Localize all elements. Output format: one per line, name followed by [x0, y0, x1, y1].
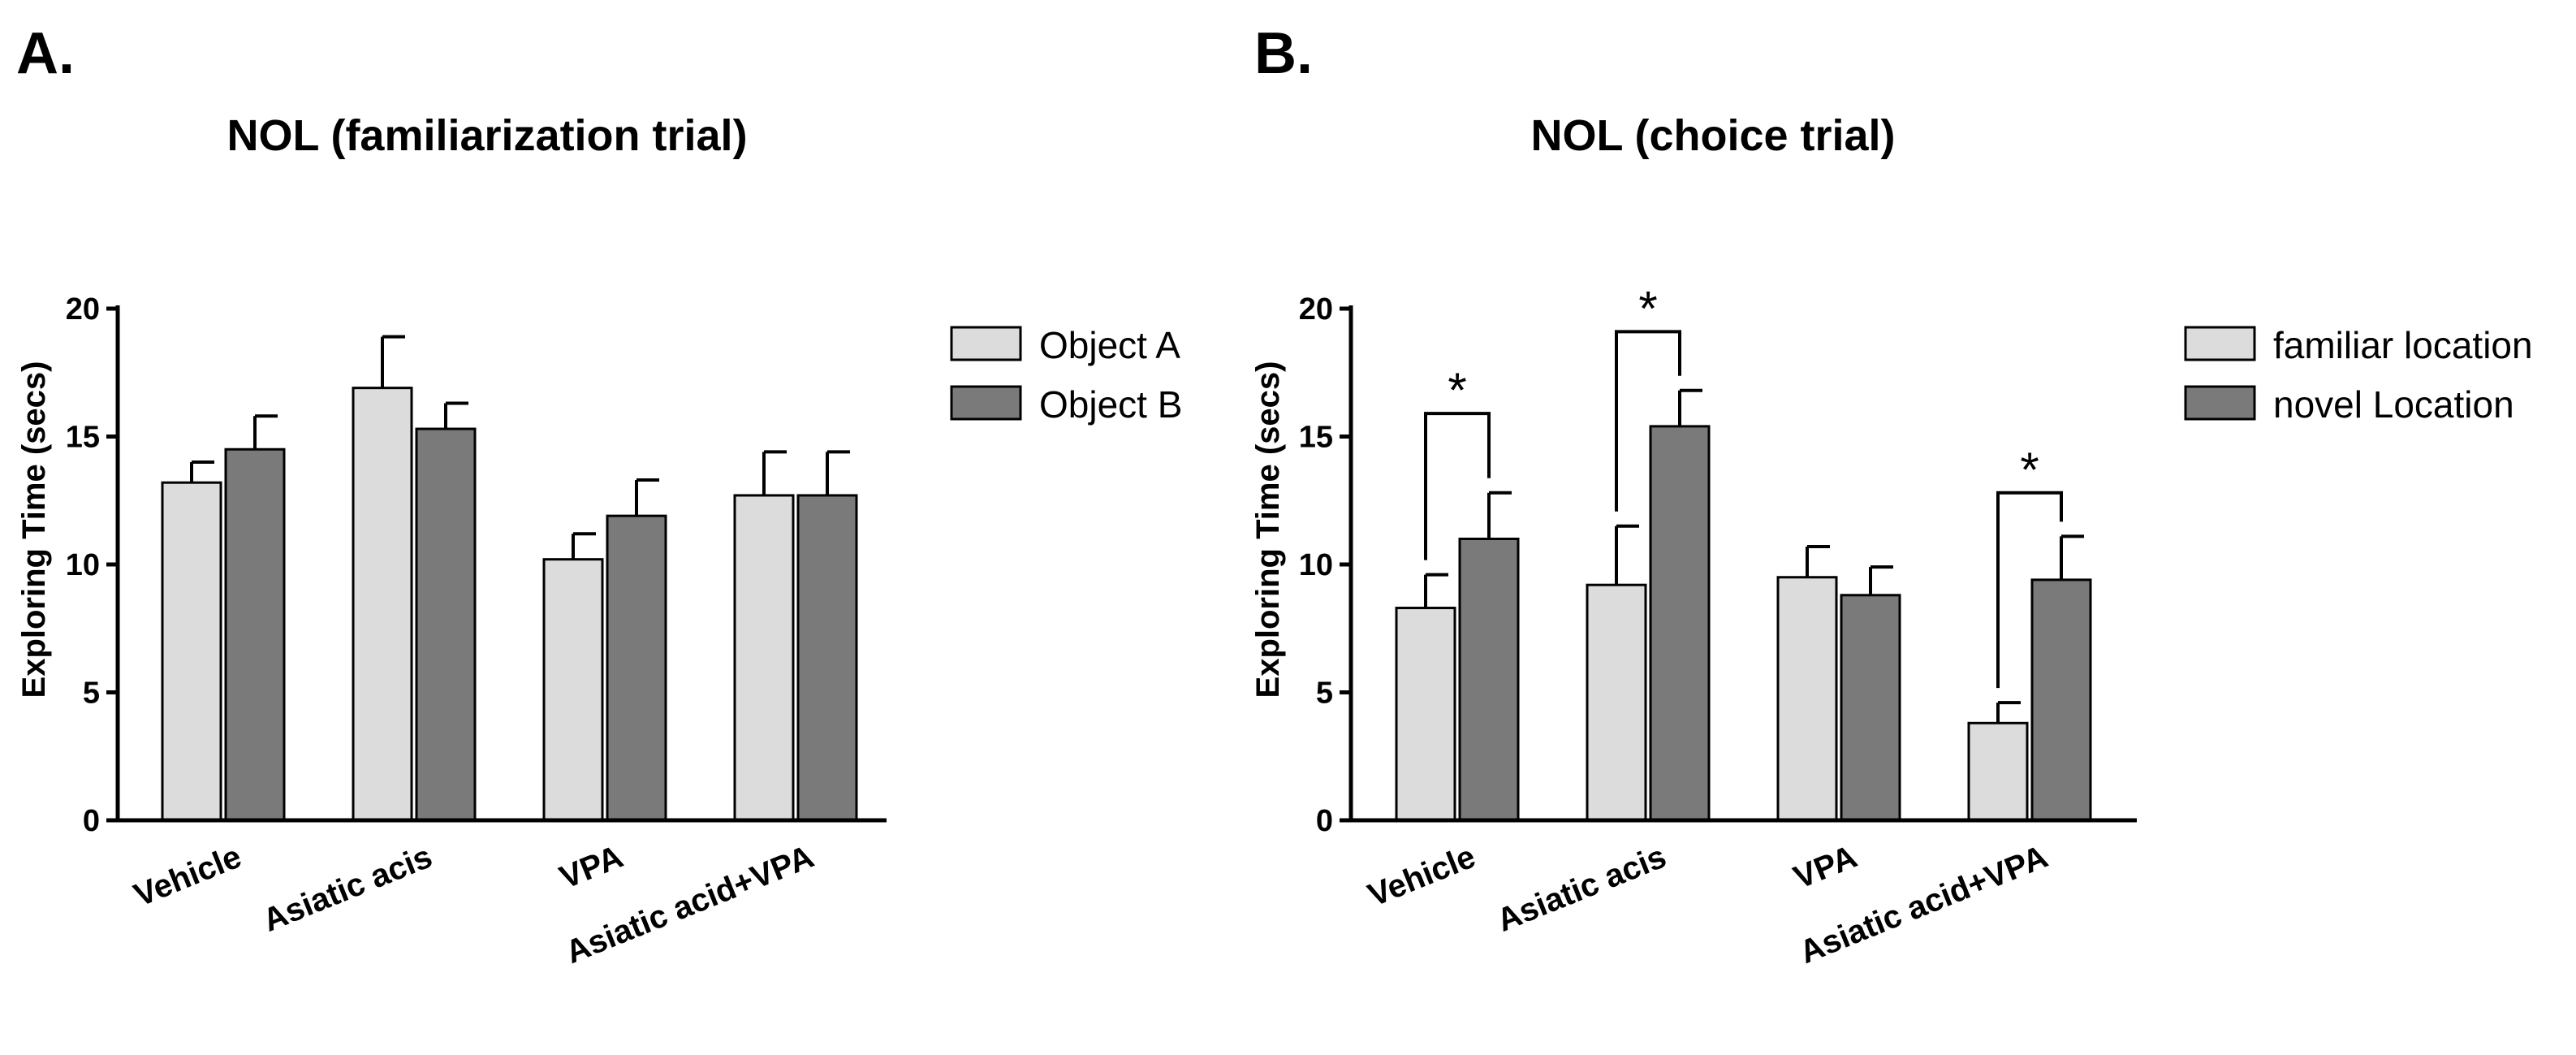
panel-b-significance-star: *	[1448, 363, 1466, 417]
panel-b-significance-bracket	[1996, 491, 2063, 689]
legend-label-object-b: Object B	[1039, 383, 1182, 426]
panel-b-bar-b	[2030, 578, 2092, 822]
panel-a-bar-b	[224, 448, 286, 822]
panel-a-y-tick-label: 15	[66, 421, 100, 455]
panel-a-error-bar	[635, 478, 659, 517]
panel-b-error-bar	[1678, 388, 1702, 426]
panel-b-bar-b	[1649, 425, 1711, 822]
panel-b-bar-b	[1840, 594, 1901, 822]
panel-a-bar-a	[542, 558, 604, 822]
panel-a-error-bar	[762, 450, 787, 495]
panel-b-y-tick-label: 15	[1299, 421, 1333, 455]
panel-a-y-tick-label: 20	[66, 292, 100, 326]
panel-b-bar-a	[1967, 721, 2029, 822]
panel-b-y-ticks: 0 5 10 15 20	[1299, 292, 1351, 838]
panel-b-error-bars	[1424, 388, 2084, 724]
legend-swatch-object-a	[950, 326, 1022, 361]
panel-a-bars	[161, 387, 858, 822]
panel-b-bar-b	[1458, 538, 1520, 822]
panel-b-error-bar	[2060, 534, 2084, 580]
panel-b-error-bar	[1996, 701, 2021, 724]
legend-label-novel-location: novel Location	[2273, 383, 2514, 426]
panel-a-legend: Object A Object B	[950, 324, 1182, 426]
legend-label-object-a: Object A	[1039, 324, 1180, 366]
panel-b-legend: familiar location novel Location	[2184, 324, 2533, 426]
panel-b-error-bar	[1615, 524, 1639, 586]
panel-b-axes	[1348, 305, 2137, 823]
panel-a-error-bars	[190, 335, 850, 560]
panel-b-y-tick-label: 0	[1316, 804, 1333, 838]
panel-a-bar-a	[733, 494, 795, 822]
panel-b-bar-a	[1395, 607, 1456, 822]
panel-a-y-ticks: 0 5 10 15 20	[66, 292, 118, 838]
panel-a-category-label: Vehicle	[129, 839, 246, 914]
panel-b-label: B.	[1254, 21, 1313, 86]
panel-b-category-label: Vehicle	[1363, 839, 1480, 914]
panel-a-bar-b	[606, 514, 667, 822]
panel-b-significance-bracket	[1424, 412, 1491, 560]
panel-b-bar-a	[1776, 576, 1838, 822]
panel-a-error-bar	[190, 460, 214, 483]
panel-a-category-label: VPA	[554, 839, 628, 896]
panel-a-bar-a	[352, 387, 413, 822]
panel-b-y-tick-label: 10	[1299, 548, 1333, 582]
panel-a-error-bar	[381, 335, 405, 388]
legend-swatch-novel-location	[2184, 385, 2256, 421]
panel-a: A. NOL (familiarization trial) Exploring…	[16, 21, 1182, 971]
panel-a-error-bar	[572, 532, 596, 560]
panel-a-bar-b	[796, 494, 858, 822]
panel-a-title: NOL (familiarization trial)	[227, 111, 747, 160]
legend-swatch-object-b	[950, 385, 1022, 421]
panel-a-error-bar	[826, 450, 850, 495]
panel-b-category-label: Asiatic acis	[1492, 839, 1672, 939]
panel-b-error-bar	[1806, 544, 1830, 577]
panel-b-y-tick-label: 5	[1316, 677, 1333, 711]
panel-a-bar-a	[161, 481, 222, 822]
panel-a-error-bar	[444, 401, 468, 430]
legend-swatch-familiar-location	[2184, 326, 2256, 361]
panel-b-significance: * * *	[1424, 281, 2063, 689]
panel-b-category-label: VPA	[1789, 839, 1862, 896]
panel-b-title: NOL (choice trial)	[1530, 111, 1895, 160]
panel-b-significance-star: *	[2020, 443, 2039, 497]
panel-b-y-tick-label: 20	[1299, 292, 1333, 326]
panel-a-category-label: Asiatic acis	[258, 839, 438, 939]
panel-b-bar-a	[1586, 583, 1647, 822]
panel-a-axes	[115, 305, 887, 823]
panel-a-y-axis-label: Exploring Time (secs)	[16, 361, 52, 698]
panel-a-y-tick-label: 5	[83, 677, 100, 711]
panel-a-bar-b	[415, 427, 477, 822]
panel-b-significance-bracket	[1615, 330, 1681, 512]
panel-b-error-bar	[1487, 491, 1512, 539]
panel-a-error-bar	[253, 414, 278, 450]
panel-b-error-bar	[1424, 573, 1448, 608]
panel-a-y-tick-label: 0	[83, 804, 100, 838]
panel-b-error-bar	[1869, 565, 1893, 595]
legend-label-familiar-location: familiar location	[2273, 324, 2533, 366]
panel-b-significance-star: *	[1638, 281, 1657, 335]
panel-b-bars	[1395, 425, 2092, 822]
panel-b-y-axis-label: Exploring Time (secs)	[1250, 361, 1286, 698]
panel-a-label: A.	[16, 21, 75, 86]
panel-b: B. NOL (choice trial) Exploring Time (se…	[1250, 21, 2533, 971]
panel-a-y-tick-label: 10	[66, 548, 100, 582]
